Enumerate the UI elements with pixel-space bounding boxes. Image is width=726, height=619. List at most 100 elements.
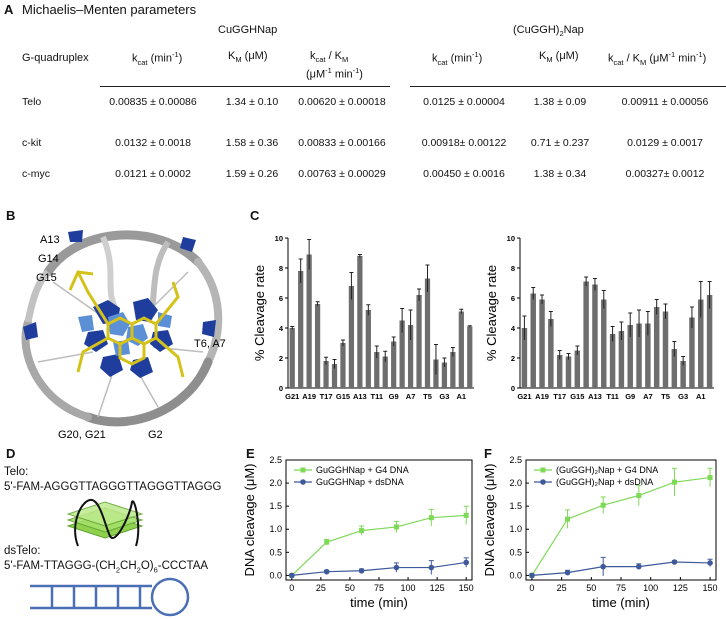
y-tick-label: 2 — [279, 354, 283, 363]
data-point — [463, 559, 469, 566]
data-point — [529, 572, 535, 579]
x-tick-label: T11 — [606, 392, 619, 401]
bar — [458, 311, 464, 388]
x-tick-label: G9 — [625, 392, 635, 401]
x-tick-label: A7 — [643, 392, 653, 401]
x-tick-label: T11 — [371, 392, 384, 401]
y-tick-label: 1.5 — [509, 501, 522, 511]
bar — [636, 323, 642, 388]
table-cell: 1.38 ± 0.09 — [533, 96, 587, 108]
panel-a-letter: A — [4, 2, 14, 17]
panel-e-letter: E — [246, 446, 255, 461]
x-tick-label: 150 — [459, 583, 474, 593]
table-rule-2 — [410, 86, 726, 87]
x-tick-label: 125 — [673, 583, 688, 593]
x-tick-label: 100 — [401, 583, 416, 593]
y-axis-label: % Cleavage rate — [252, 265, 267, 361]
table-cell: 0.00835 ± 0.00086 — [109, 96, 197, 108]
bar — [331, 364, 338, 388]
x-tick-label: G3 — [439, 392, 449, 401]
x-tick-label: 125 — [430, 583, 445, 593]
bar — [609, 334, 616, 388]
table-cell: 0.00763 ± 0.00029 — [298, 168, 386, 180]
x-axis-label: time (min) — [592, 595, 650, 610]
g-quadruplex-structure-image: A13 G14 G15 T6, A7 G20, G21 G2 — [21, 230, 226, 441]
y-tick-label: 10 — [275, 234, 283, 243]
bar — [521, 328, 528, 388]
bar — [565, 356, 572, 388]
bar — [365, 310, 371, 388]
kcat-header-2: kcat (min-1) — [432, 50, 483, 67]
y-tick-label: 0.0 — [509, 570, 522, 580]
bar — [348, 286, 355, 388]
panel-c-letter: C — [250, 208, 260, 223]
data-point — [359, 528, 365, 534]
line-chart-e: 0 25 50 75 100 125 150 0.0 0.5 1.0 1.5 2.0 2.5 time (… — [242, 455, 474, 610]
km-header-2: KM (μM) — [539, 50, 579, 65]
x-tick-label: 0 — [529, 583, 534, 593]
ratio-unit-1: (μM-1 min-1) — [306, 66, 363, 81]
x-tick-label: G15 — [570, 392, 584, 401]
g4-stack-icon — [66, 499, 144, 547]
panel-f-letter: F — [484, 446, 492, 461]
x-tick-label: 0 — [289, 583, 294, 593]
col-gq-header: G-quadruplex — [22, 52, 89, 64]
y-tick-label: 2 — [511, 354, 515, 363]
data-point — [600, 502, 606, 508]
bar — [407, 325, 414, 388]
table-cell: 0.00327± 0.0012 — [625, 168, 705, 180]
bar — [680, 361, 686, 388]
data-point — [393, 524, 399, 530]
legend-label: GuGGHNap + dsDNA — [316, 477, 404, 487]
structure-label: G14 — [38, 253, 59, 265]
y-tick-label: 0.5 — [509, 547, 522, 557]
legend-label: GuGGHNap + G4 DNA — [316, 465, 409, 475]
y-axis-label: DNA cleavage (μM) — [482, 464, 497, 577]
y-tick-label: 2.5 — [509, 455, 522, 465]
hairpin-icon — [30, 577, 190, 617]
bar-chart-cleavage-1: % Cleavage rate 0 2 4 6 8 10 G21 A19 T17 G15 A13 T11… — [252, 234, 474, 401]
x-tick-label: A7 — [406, 392, 416, 401]
structure-label: G20, G21 — [58, 429, 106, 441]
bar — [556, 355, 563, 388]
table-cell: 0.71 ± 0.237 — [530, 137, 590, 149]
bar — [340, 343, 346, 388]
legend-marker — [540, 479, 546, 485]
y-tick-label: 0.5 — [269, 547, 282, 557]
data-point — [671, 559, 678, 565]
structure-label: A13 — [40, 234, 60, 246]
data-point — [358, 567, 365, 574]
bar — [391, 341, 397, 388]
y-tick-label: 4 — [511, 324, 516, 333]
table-cell: 0.00450 ± 0.0016 — [423, 168, 505, 180]
bar — [314, 304, 321, 388]
table-cell: 1.34 ± 0.10 — [225, 96, 279, 108]
y-tick-label: 0.0 — [269, 570, 282, 580]
x-axis-label: time (min) — [350, 595, 408, 610]
x-tick-label: 50 — [345, 583, 355, 593]
x-tick-label: A19 — [535, 392, 549, 401]
group1-header: CuGGHNap — [218, 24, 278, 36]
ratio-header-1: kcat / KM — [310, 50, 349, 65]
bar — [323, 361, 329, 388]
bar-chart-cleavage-2: % Cleavage rate 0 2 4 6 8 10 G21 A19 T17 G15 A13 T11… — [484, 234, 714, 401]
bar — [357, 256, 363, 388]
table-cell: 1.59 ± 0.26 — [225, 168, 279, 180]
bar — [298, 271, 304, 388]
y-tick-label: 1.5 — [269, 501, 282, 511]
table-cell: 0.00620 ± 0.00018 — [298, 96, 386, 108]
y-tick-label: 6 — [279, 294, 283, 303]
bar — [530, 293, 536, 388]
bar — [645, 323, 651, 388]
data-point — [324, 539, 330, 545]
ratio-header-2: kcat / KM (μM-1 min-1) — [608, 50, 707, 67]
bar — [548, 319, 554, 388]
bar — [618, 331, 625, 388]
y-tick-label: 8 — [279, 264, 283, 273]
x-tick-label: 75 — [374, 583, 384, 593]
x-tick-label: 25 — [557, 583, 567, 593]
data-point — [428, 515, 434, 521]
bar — [539, 299, 545, 388]
x-tick-label: G21 — [285, 392, 299, 401]
bar — [698, 299, 704, 388]
